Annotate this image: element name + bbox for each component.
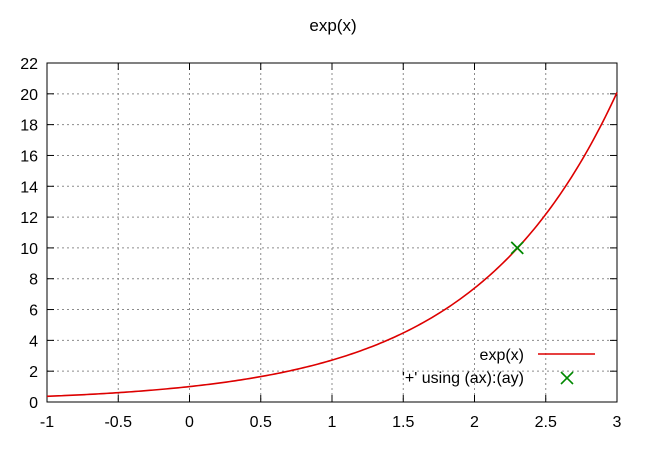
legend-label-exp: exp(x) <box>480 347 524 364</box>
series-layer <box>46 92 618 398</box>
data-point-stroke <box>510 241 524 255</box>
grid-lines <box>47 63 617 402</box>
y-tick-label: 2 <box>29 364 38 381</box>
chart-title: exp(x) <box>309 16 356 35</box>
y-tick-label: 10 <box>20 241 38 258</box>
legend: exp(x) '+' using (ax):(ay) <box>402 347 595 387</box>
x-tick-label: -1 <box>40 414 54 431</box>
x-tick-label: 2.5 <box>535 414 557 431</box>
y-tick-label: 4 <box>29 333 38 350</box>
y-tick-label: 6 <box>29 303 38 320</box>
x-tick-label: 1 <box>328 414 337 431</box>
y-tick-label: 12 <box>20 210 38 227</box>
legend-marker-point <box>560 371 574 385</box>
x-tick-label: 2 <box>470 414 479 431</box>
x-tick-label: 0 <box>185 414 194 431</box>
y-tick-label: 16 <box>20 148 38 165</box>
x-tick-label: 1.5 <box>392 414 414 431</box>
y-tick-label: 14 <box>20 179 38 196</box>
axis-ticks <box>46 62 618 403</box>
y-tick-label: 8 <box>29 272 38 289</box>
y-tick-label: 0 <box>29 395 38 412</box>
y-tick-label: 22 <box>20 56 38 73</box>
data-point-marker <box>510 241 524 255</box>
axis-tick-labels: -1 -0.5 0 0.5 1 1.5 2 2.5 3 0 2 4 6 8 10 12 14 16 18 20 22 <box>20 56 621 431</box>
legend-label-point: '+' using (ax):(ay) <box>402 370 524 387</box>
x-tick-label: -0.5 <box>104 414 132 431</box>
y-tick-label: 20 <box>20 87 38 104</box>
y-tick-label: 18 <box>20 118 38 135</box>
x-tick-label: 3 <box>613 414 622 431</box>
x-tick-label: 0.5 <box>250 414 272 431</box>
